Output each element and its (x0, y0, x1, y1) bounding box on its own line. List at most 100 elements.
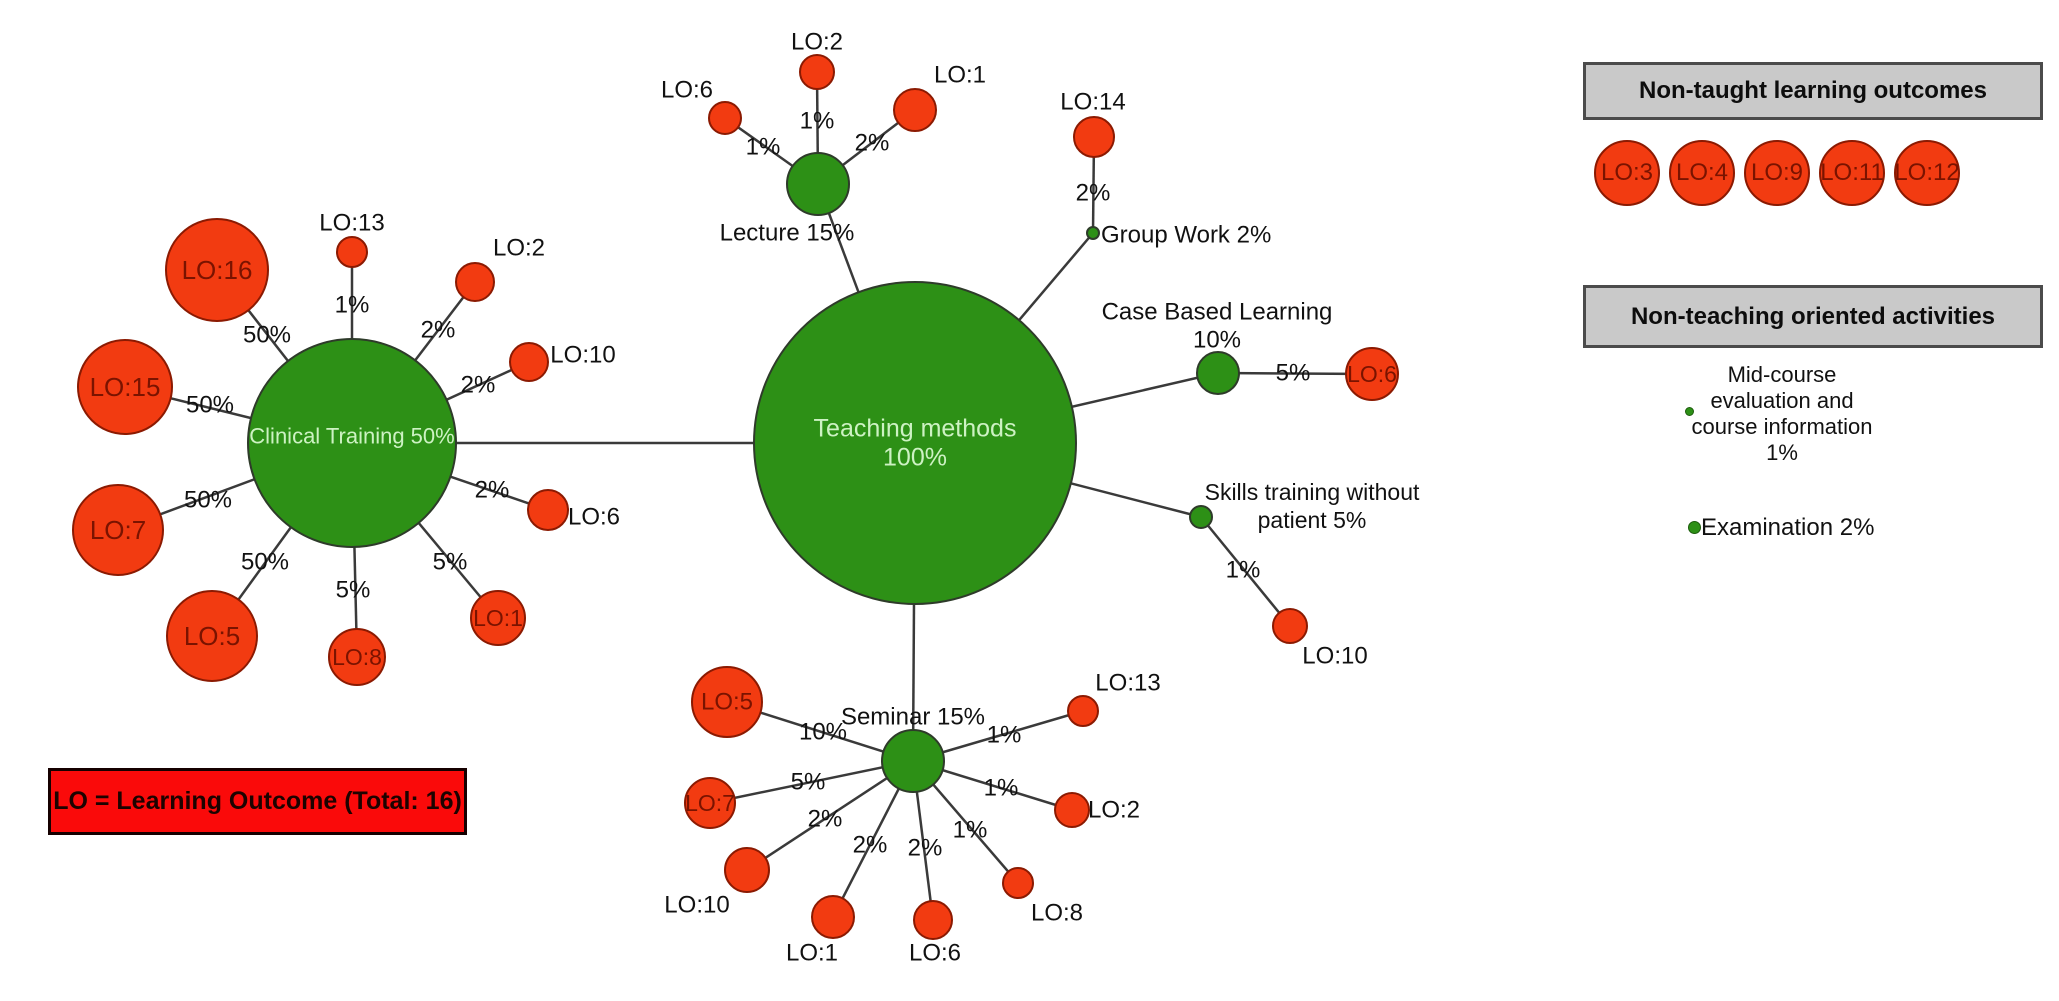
node-cl-lo15-circle (77, 339, 173, 435)
node-label-teaching: Teaching methods (814, 415, 1017, 443)
node-seminar-circle (881, 729, 945, 793)
node-label-clinical: Clinical Training 50% (249, 424, 454, 449)
node-label-sem-lo1: LO:1 (786, 940, 838, 967)
edge-label-clinical-cl-lo16: 50% (243, 322, 291, 349)
non-taught-outcome-lo3: LO:3 (1594, 140, 1660, 206)
node-label-sem-lo5: LO:5 (701, 689, 753, 716)
node-cbl-circle (1196, 351, 1240, 395)
node-sem-lo7-circle (684, 777, 736, 829)
edge-label-clinical-cl-lo2: 2% (421, 317, 456, 344)
node-label-sem-lo10: LO:10 (664, 892, 729, 919)
node-label-cl-lo15: LO:15 (90, 372, 161, 402)
node-cl-lo5-circle (166, 590, 258, 682)
node-label-seminar: Seminar 15% (841, 704, 985, 731)
node-teaching-circle (753, 281, 1077, 605)
edge-seminar-sem-lo7 (709, 759, 914, 805)
legend-non-teaching-header: Non-teaching oriented activities (1583, 285, 2043, 348)
edge-label-cbl-cbl-lo6: 5% (1276, 360, 1311, 387)
edge-label-seminar-sem-lo2: 1% (984, 775, 1019, 802)
edge-label-seminar-sem-lo5: 10% (799, 719, 847, 746)
node-sem-lo1-circle (811, 895, 855, 939)
node-label-skills: patient 5% (1258, 507, 1367, 533)
edge-label-seminar-sem-lo1: 2% (853, 832, 888, 859)
node-cl-lo1-circle (470, 590, 526, 646)
node-label-teaching: 100% (883, 444, 947, 472)
edge-label-clinical-cl-lo6: 2% (475, 477, 510, 504)
examination-label: Examination 2% (1701, 514, 1875, 541)
node-cl-lo13-circle (336, 236, 368, 268)
node-cl-lo10-circle (509, 342, 549, 382)
node-clinical-circle (247, 338, 457, 548)
edge-label-seminar-sem-lo10: 2% (808, 806, 843, 833)
examination-dot-icon (1688, 521, 1701, 534)
node-sk-lo10-circle (1272, 608, 1308, 644)
node-lec-lo1-circle (893, 88, 937, 132)
node-label-cl-lo1: LO:1 (473, 605, 523, 631)
node-label-lec-lo1: LO:1 (934, 62, 986, 89)
node-label-gw-lo14: LO:14 (1060, 89, 1125, 116)
edge-seminar-sem-lo10 (746, 759, 914, 872)
edge-label-clinical-cl-lo15: 50% (186, 392, 234, 419)
non-taught-outcome-lo11: LO:11 (1819, 140, 1885, 206)
edge-label-lecture-lec-lo1: 2% (855, 130, 890, 157)
edge-label-seminar-sem-lo6: 2% (908, 835, 943, 862)
node-label-cl-lo10: LO:10 (550, 342, 615, 369)
node-groupwork-circle (1086, 226, 1100, 240)
node-label-cl-lo16: LO:16 (182, 255, 253, 285)
edge-label-lecture-lec-lo2: 1% (800, 108, 835, 135)
node-skills-circle (1189, 505, 1213, 529)
edge-label-clinical-cl-lo13: 1% (335, 292, 370, 319)
node-label-sem-lo13: LO:13 (1095, 670, 1160, 697)
node-sem-lo5-circle (691, 666, 763, 738)
node-sem-lo13-circle (1067, 695, 1099, 727)
edge-label-clinical-cl-lo8: 5% (336, 577, 371, 604)
edge-label-groupwork-gw-lo14: 2% (1076, 180, 1111, 207)
node-label-lec-lo2: LO:2 (791, 29, 843, 56)
node-lecture-circle (786, 152, 850, 216)
node-label-cl-lo7: LO:7 (90, 515, 146, 545)
non-taught-outcome-lo4: LO:4 (1669, 140, 1735, 206)
node-cl-lo6-circle (527, 489, 569, 531)
node-label-sem-lo6: LO:6 (909, 940, 961, 967)
node-label-sem-lo2: LO:2 (1088, 797, 1140, 824)
node-sem-lo2-circle (1054, 792, 1090, 828)
node-cl-lo8-circle (328, 628, 386, 686)
edge-skills-sk-lo10 (1200, 516, 1291, 627)
node-lec-lo6-circle (708, 101, 742, 135)
node-label-skills: Skills training without (1205, 479, 1420, 505)
non-taught-outcomes-row: LO:3 LO:4 LO:9 LO:11 LO:12 (1594, 140, 1960, 206)
edge-label-clinical-cl-lo1: 5% (433, 549, 468, 576)
node-cl-lo16-circle (165, 218, 269, 322)
node-label-cl-lo5: LO:5 (184, 621, 240, 651)
legend-non-taught-title: Non-taught learning outcomes (1639, 77, 1987, 104)
node-label-cl-lo13: LO:13 (319, 210, 384, 237)
node-cl-lo2-circle (455, 262, 495, 302)
node-sem-lo10-circle (724, 847, 770, 893)
node-gw-lo14-circle (1073, 116, 1115, 158)
legend-non-taught-header: Non-taught learning outcomes (1583, 62, 2043, 120)
edge-label-seminar-sem-lo8: 1% (953, 817, 988, 844)
legend-non-teaching-title: Non-teaching oriented activities (1630, 302, 1996, 330)
edge-label-clinical-cl-lo5: 50% (241, 549, 289, 576)
node-label-sk-lo10: LO:10 (1302, 643, 1367, 670)
node-cbl-lo6-circle (1345, 347, 1399, 401)
node-label-cbl: Case Based Learning (1102, 299, 1333, 326)
node-label-cl-lo6: LO:6 (568, 504, 620, 531)
node-label-lecture: Lecture 15% (720, 220, 855, 247)
edge-label-seminar-sem-lo13: 1% (987, 722, 1022, 749)
edge-label-clinical-cl-lo7: 50% (184, 487, 232, 514)
edge-label-seminar-sem-lo7: 5% (791, 769, 826, 796)
node-sem-lo8-circle (1002, 867, 1034, 899)
node-label-cl-lo2: LO:2 (493, 235, 545, 262)
non-taught-outcome-lo12: LO:12 (1894, 140, 1960, 206)
node-label-sem-lo7: LO:7 (685, 790, 735, 816)
node-cl-lo7-circle (72, 484, 164, 576)
edge-label-lecture-lec-lo6: 1% (746, 134, 781, 161)
node-label-cbl: 10% (1193, 327, 1241, 354)
node-label-cl-lo8: LO:8 (332, 644, 382, 670)
edge-label-clinical-cl-lo10: 2% (461, 372, 496, 399)
node-label-lec-lo6: LO:6 (661, 77, 713, 104)
node-label-cbl-lo6: LO:6 (1347, 361, 1397, 387)
